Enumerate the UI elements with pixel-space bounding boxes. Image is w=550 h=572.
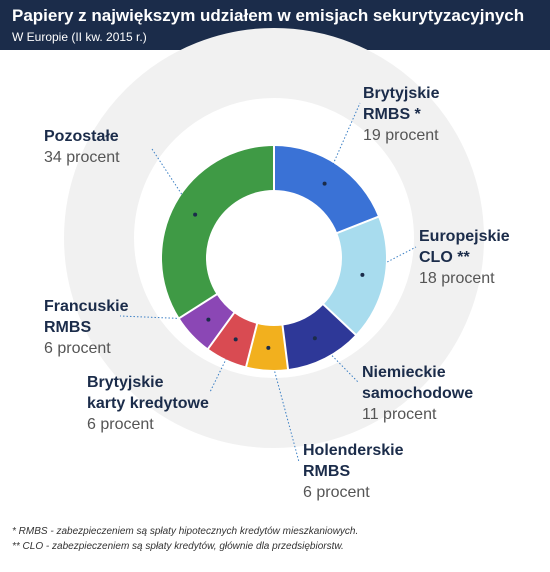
slice-value: 18 procent	[419, 270, 495, 287]
leader-line-3	[267, 347, 300, 463]
slice-value: 19 procent	[363, 127, 439, 144]
label-niemieckie-samochodowe: Niemieckie samochodowe 11 procent	[362, 362, 473, 425]
slice-value: 6 procent	[303, 484, 370, 501]
leader-dot-3	[266, 345, 271, 350]
slice-value: 6 procent	[44, 340, 111, 357]
slice-label-line: RMBS	[303, 463, 351, 480]
leader-line-6	[151, 148, 196, 215]
footnotes: * RMBS - zabezpieczeniem są spłaty hipot…	[12, 524, 358, 554]
label-europejskie-clo: Europejskie CLO ** 18 procent	[419, 226, 510, 289]
background-watermark	[64, 28, 484, 448]
leader-dot-0	[322, 181, 327, 186]
donut-slices	[162, 145, 386, 371]
slice-separator	[244, 322, 259, 368]
watermark-ring	[64, 28, 484, 448]
label-pozostale: Pozostałe 34 procent	[44, 126, 120, 168]
leader-dots	[193, 181, 365, 350]
leader-line-1	[362, 246, 417, 276]
leader-line-4	[209, 339, 237, 393]
slice-label-line: Pozostałe	[44, 128, 119, 145]
leader-dot-1	[360, 272, 365, 277]
donut-slice-2	[282, 304, 356, 370]
donut-slice-1	[323, 216, 386, 335]
slice-value: 11 procent	[362, 406, 437, 423]
slice-label-line: Brytyjskie	[363, 85, 440, 102]
donut-slice-5	[179, 294, 235, 349]
leader-dot-2	[312, 336, 317, 341]
footnote-rmbs: * RMBS - zabezpieczeniem są spłaty hipot…	[12, 526, 359, 537]
chart-subtitle: W Europie (II kw. 2015 r.)	[12, 30, 147, 44]
slice-separator	[178, 293, 218, 320]
slice-separator	[206, 311, 236, 351]
slice-separator	[322, 303, 358, 337]
slice-label-line: RMBS	[44, 319, 92, 336]
slice-separator	[281, 324, 290, 371]
label-brytyjskie-karty: Brytyjskie karty kredytowe 6 procent	[87, 372, 209, 435]
slice-separator	[335, 215, 380, 235]
donut-slice-6	[162, 146, 274, 319]
slice-value: 34 procent	[44, 149, 120, 166]
leader-dot-4	[233, 337, 238, 342]
slice-label-line: Europejskie	[419, 228, 510, 245]
donut-slice-4	[208, 313, 258, 367]
slice-label-line: RMBS *	[363, 106, 421, 123]
footnote-clo: ** CLO - zabezpieczeniem są spłaty kredy…	[12, 541, 344, 552]
label-brytyjskie-rmbs: Brytyjskie RMBS * 19 procent	[363, 83, 440, 146]
slice-label-line: Francuskie	[44, 298, 129, 315]
slice-value: 6 procent	[87, 416, 154, 433]
label-francuskie-rmbs: Francuskie RMBS 6 procent	[44, 296, 128, 359]
slice-label-line: Niemieckie	[362, 364, 446, 381]
slice-label-line: CLO **	[419, 249, 470, 266]
donut-slice-0	[274, 146, 379, 233]
chart-title: Papiery z największym udziałem w emisjac…	[12, 6, 525, 25]
slice-label-line: samochodowe	[362, 385, 474, 402]
slice-label-line: karty kredytowe	[87, 395, 209, 412]
leader-dot-5	[206, 317, 211, 322]
slice-label-line: Brytyjskie	[87, 374, 164, 391]
label-holenderskie-rmbs: Holenderskie RMBS 6 procent	[303, 440, 403, 503]
leader-dot-6	[193, 212, 198, 217]
slice-label-line: Holenderskie	[303, 442, 404, 459]
